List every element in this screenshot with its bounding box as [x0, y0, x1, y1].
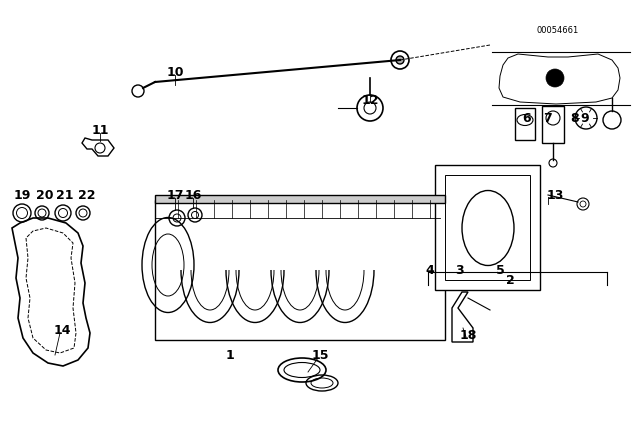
Bar: [445, 175, 530, 280]
Bar: [435, 165, 540, 290]
Text: 7: 7: [543, 112, 552, 125]
Text: 20: 20: [36, 189, 54, 202]
Text: 1: 1: [226, 349, 234, 362]
Text: 11: 11: [92, 124, 109, 137]
Text: 22: 22: [78, 189, 96, 202]
Text: 4: 4: [426, 263, 435, 276]
Text: 6: 6: [523, 112, 531, 125]
Text: 19: 19: [13, 189, 31, 202]
Text: 3: 3: [456, 263, 464, 276]
Circle shape: [396, 56, 404, 64]
Bar: [155, 195, 445, 203]
Text: 12: 12: [361, 94, 379, 107]
Circle shape: [546, 69, 564, 87]
Text: 21: 21: [56, 189, 74, 202]
Text: 18: 18: [460, 328, 477, 341]
Text: 00054661: 00054661: [537, 26, 579, 34]
Text: 17: 17: [166, 189, 184, 202]
Text: 2: 2: [506, 273, 515, 287]
Text: 13: 13: [547, 189, 564, 202]
Bar: [155, 200, 445, 340]
Text: 10: 10: [166, 65, 184, 78]
Text: 9: 9: [580, 112, 589, 125]
Text: 14: 14: [53, 323, 71, 336]
Text: 5: 5: [495, 263, 504, 276]
Bar: [515, 108, 535, 140]
Text: 8: 8: [571, 112, 579, 125]
Text: 15: 15: [311, 349, 329, 362]
Text: 16: 16: [184, 189, 202, 202]
Bar: [542, 106, 564, 143]
